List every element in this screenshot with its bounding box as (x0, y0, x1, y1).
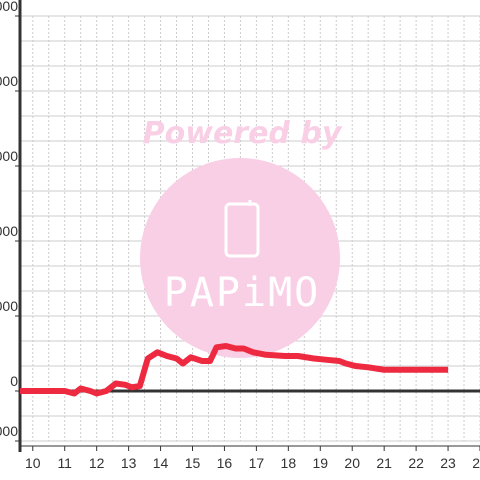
phone-icon (224, 200, 260, 258)
x-tick-label: 14 (153, 455, 169, 471)
x-tick-label: 16 (217, 455, 233, 471)
x-tick-label: 11 (57, 455, 72, 471)
y-tick-label: 30,000 (0, 298, 18, 314)
x-tick-label: 18 (281, 455, 297, 471)
x-tick-label: 23 (440, 455, 456, 471)
watermark-circle (140, 158, 340, 358)
x-tick-label: 22 (408, 455, 424, 471)
y-tick-label: 0 (10, 373, 18, 389)
y-tick-label: 120,000 (0, 73, 18, 89)
y-tick-label: -20,000 (0, 423, 18, 439)
x-tick-label: 17 (249, 455, 265, 471)
watermark-powered-by: Powered by (143, 116, 343, 151)
watermark-brand: PAPiMO (164, 270, 321, 316)
x-tick-label: 21 (376, 455, 392, 471)
y-tick-label: 90,000 (0, 148, 18, 164)
series-line (20, 343, 449, 397)
watermark: Powered by PAPiMO (140, 116, 343, 358)
y-tick-label: 150,000 (0, 0, 18, 14)
x-tick-label: 10 (25, 455, 41, 471)
x-tick-label: 12 (89, 455, 105, 471)
series-layer (20, 343, 449, 397)
y-tick-label: 60,000 (0, 223, 18, 239)
x-tick-label: 15 (185, 455, 201, 471)
x-tick-label: 24 (472, 455, 480, 471)
x-tick-label: 20 (344, 455, 360, 471)
x-tick-label: 13 (121, 455, 137, 471)
x-tick-label: 19 (312, 455, 328, 471)
